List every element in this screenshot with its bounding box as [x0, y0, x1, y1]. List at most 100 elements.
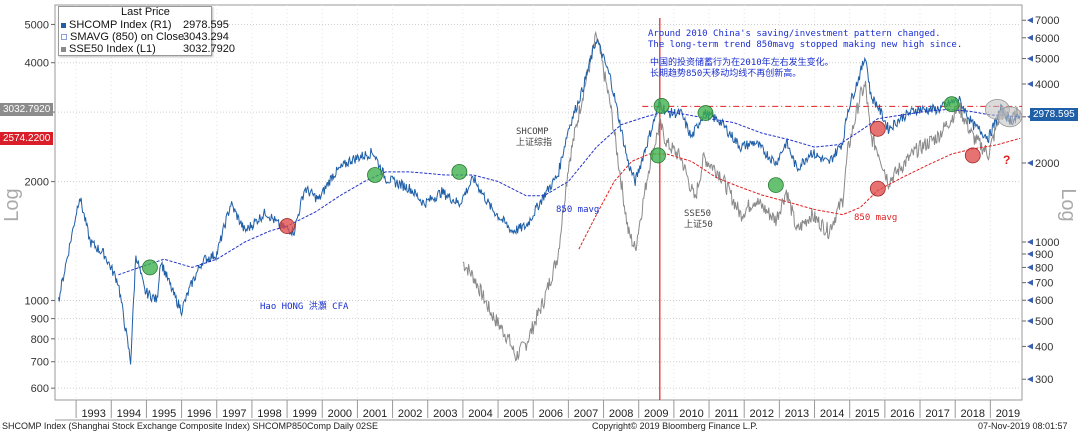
marker-layer	[142, 96, 1023, 276]
tick-arrow-icon	[1027, 251, 1033, 258]
annotation-english-2: The long-term trend 850mavg stopped maki…	[648, 40, 963, 50]
green-marker	[142, 259, 158, 276]
grey-marker	[997, 106, 1023, 128]
series-shcomp-850-mavg	[118, 108, 1021, 276]
right-tick-label: 6000	[1035, 33, 1059, 45]
x-tick-label: 2018	[961, 408, 985, 420]
green-marker	[653, 98, 670, 114]
green-marker	[943, 96, 960, 113]
legend-title: Last Price	[121, 6, 170, 18]
legend-label: SMAVG (850) on Close	[70, 31, 185, 43]
right-tick-label: 2000	[1035, 158, 1059, 170]
x-tick-label: 2004	[468, 408, 492, 420]
right-axis: 3004005006007008009001000200030004000500…	[1022, 15, 1059, 386]
right-tick-label: 700	[1035, 278, 1053, 290]
right-tick-label: 5000	[1035, 54, 1059, 66]
right-price-tag-shcomp: 2978.595	[1030, 108, 1078, 121]
x-tick-label: 1994	[117, 408, 141, 420]
green-marker	[367, 167, 383, 183]
author-label: Hao HONG 洪灝 CFA	[260, 300, 349, 312]
tick-arrow-icon	[1027, 297, 1033, 304]
question-mark: ?	[1003, 153, 1010, 167]
legend-value: 3032.7920	[183, 43, 235, 55]
shcomp-swatch-icon	[61, 22, 66, 28]
legend-item-sse50: SSE50 Index (L1) 3032.7920	[61, 43, 235, 55]
left-tick-label: 900	[31, 314, 49, 326]
legend-item-smavg: SMAVG (850) on Close 3043.294	[61, 31, 229, 43]
right-tick-label: 900	[1035, 249, 1053, 261]
green-marker	[650, 147, 666, 164]
x-tick-label: 2014	[820, 408, 844, 420]
x-tick-label: 2003	[433, 408, 457, 420]
right-tick-label: 4000	[1035, 79, 1059, 91]
x-tick-label: 1996	[187, 408, 211, 420]
annotation-chinese-1: 中国的投资储蓄行为在2010年左右发生变化。	[650, 58, 834, 68]
x-tick-label: 2017	[925, 408, 949, 420]
green-marker	[767, 177, 784, 193]
sse50-label-cn: 上证50	[684, 219, 713, 230]
x-tick-label: 2005	[503, 408, 527, 420]
left-axis-label: Log	[1, 188, 23, 221]
series-shcomp-index	[58, 38, 1021, 365]
annotation-chinese-2: 长期趋势850天移动均线不再创新高。	[650, 69, 802, 79]
tick-arrow-icon	[1027, 343, 1033, 350]
sse50-label-en: SSE50	[684, 209, 711, 219]
footer-left: SHCOMP Index (Shanghai Stock Exchange Co…	[2, 421, 379, 431]
legend: Last Price SHCOMP Index (R1) 2978.595 SMA…	[58, 6, 235, 56]
tick-arrow-icon	[1027, 279, 1033, 286]
x-tick-label: 1995	[152, 408, 176, 420]
legend-item-shcomp: SHCOMP Index (R1) 2978.595	[61, 19, 229, 31]
legend-value: 3043.294	[183, 31, 229, 43]
green-marker	[697, 105, 714, 121]
x-tick-label: 2010	[679, 408, 703, 420]
right-axis-label: Log	[1057, 188, 1079, 221]
mavg-red-label: 850 mavg	[854, 213, 897, 223]
red-marker	[964, 147, 981, 164]
x-tick-label: 2000	[328, 408, 352, 420]
x-tick-label: 1999	[292, 408, 316, 420]
legend-label: SHCOMP Index (R1)	[69, 19, 172, 31]
x-tick-label: 2011	[715, 408, 739, 420]
x-tick-label: 1998	[257, 408, 281, 420]
left-tick-label: 600	[31, 383, 49, 395]
tick-arrow-icon	[1027, 55, 1033, 62]
tick-arrow-icon	[1027, 239, 1033, 245]
right-tick-label: 300	[1035, 374, 1053, 386]
annotation-english-1: Around 2010 China's saving/investment pa…	[648, 29, 941, 39]
series-sse50-850-mavg	[578, 137, 1021, 250]
x-tick-label: 2012	[750, 408, 774, 420]
right-tick-label: 600	[1035, 295, 1053, 307]
tick-arrow-icon	[1027, 264, 1033, 271]
plot-frame	[54, 4, 1023, 401]
right-tick-label: 800	[1035, 262, 1053, 274]
tick-arrow-icon	[1027, 34, 1033, 41]
x-tick-label: 2002	[398, 408, 422, 420]
series-sse50-index	[462, 30, 1021, 362]
tick-arrow-icon	[1027, 376, 1033, 383]
smavg-swatch-icon	[61, 34, 67, 41]
tick-arrow-icon	[1027, 318, 1033, 324]
red-marker	[869, 120, 886, 137]
left-tick-label: 800	[31, 334, 49, 346]
x-tick-label: 2015	[855, 408, 879, 420]
x-tick-label: 2016	[890, 408, 914, 420]
left-tick-label: 1000	[25, 296, 49, 308]
x-tick-label: 1997	[222, 408, 246, 420]
sse50-swatch-icon	[61, 46, 66, 52]
mavg-blue-label: 850 mavg	[556, 205, 599, 215]
right-tick-label: 1000	[1035, 237, 1059, 249]
left-tick-label: 2000	[25, 177, 49, 189]
footer-right: 07-Nov-2019 08:01:57	[978, 421, 1068, 431]
left-tick-label: 4000	[25, 58, 49, 70]
green-marker	[451, 163, 468, 180]
legend-value: 2978.595	[183, 19, 229, 31]
x-tick-label: 2019	[996, 408, 1020, 420]
left-tick-label: 700	[31, 357, 49, 369]
x-tick-label: 2009	[644, 408, 668, 420]
shcomp-label-cn: 上证综指	[516, 136, 552, 148]
left-price-tag-mavg: 2574.2200	[0, 132, 54, 145]
x-tick-label: 2006	[539, 408, 563, 420]
legend-label: SSE50 Index (L1)	[69, 43, 156, 55]
red-marker	[869, 180, 886, 197]
